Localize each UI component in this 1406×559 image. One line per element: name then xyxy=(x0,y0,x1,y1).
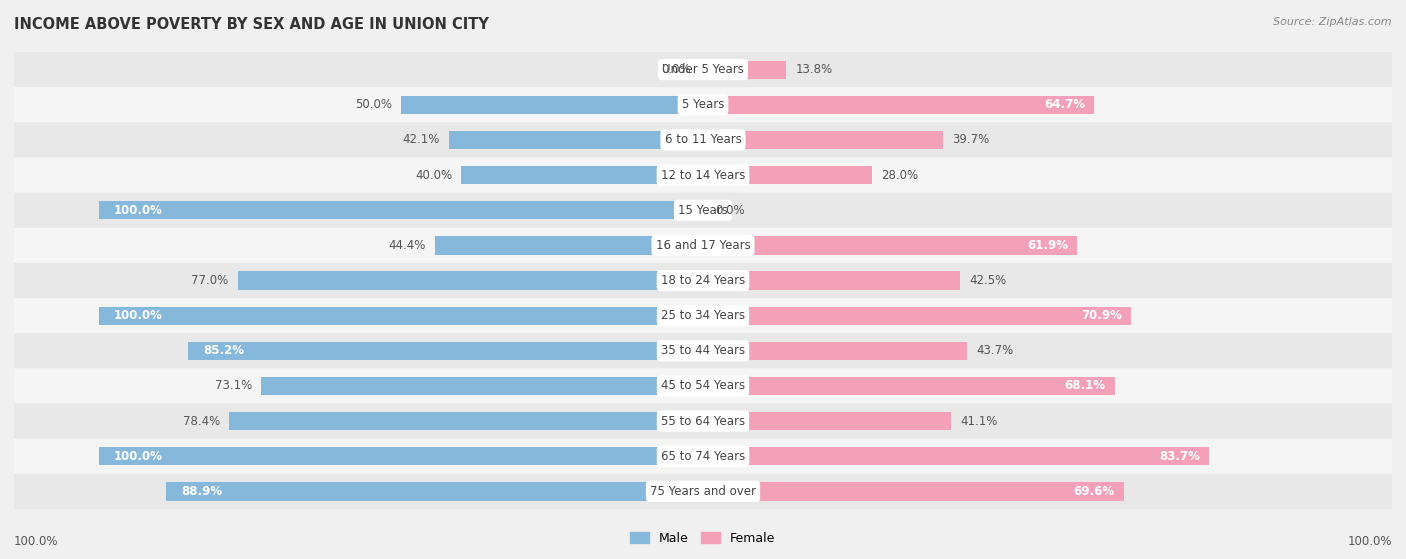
Text: 5 Years: 5 Years xyxy=(682,98,724,111)
Text: 55 to 64 Years: 55 to 64 Years xyxy=(661,415,745,428)
Bar xyxy=(703,447,1209,466)
Bar xyxy=(703,131,943,149)
Text: 40.0%: 40.0% xyxy=(415,169,453,182)
FancyBboxPatch shape xyxy=(8,439,1398,474)
Text: 73.1%: 73.1% xyxy=(215,380,252,392)
Text: Under 5 Years: Under 5 Years xyxy=(662,63,744,76)
Text: Source: ZipAtlas.com: Source: ZipAtlas.com xyxy=(1274,17,1392,27)
Bar xyxy=(98,447,703,466)
Bar xyxy=(434,236,703,254)
Text: 61.9%: 61.9% xyxy=(1026,239,1069,252)
FancyBboxPatch shape xyxy=(8,298,1398,333)
Text: 45 to 54 Years: 45 to 54 Years xyxy=(661,380,745,392)
Text: 50.0%: 50.0% xyxy=(354,98,392,111)
Text: 77.0%: 77.0% xyxy=(191,274,229,287)
Bar xyxy=(188,342,703,360)
Bar xyxy=(703,306,1132,325)
Text: 6 to 11 Years: 6 to 11 Years xyxy=(665,134,741,146)
Text: 16 and 17 Years: 16 and 17 Years xyxy=(655,239,751,252)
Text: 25 to 34 Years: 25 to 34 Years xyxy=(661,309,745,322)
Text: 100.0%: 100.0% xyxy=(14,535,59,548)
Text: 35 to 44 Years: 35 to 44 Years xyxy=(661,344,745,357)
Bar xyxy=(166,482,703,500)
FancyBboxPatch shape xyxy=(8,404,1398,439)
Text: 88.9%: 88.9% xyxy=(181,485,222,498)
Bar xyxy=(703,96,1094,114)
Bar xyxy=(703,412,952,430)
FancyBboxPatch shape xyxy=(8,158,1398,193)
Bar xyxy=(449,131,703,149)
FancyBboxPatch shape xyxy=(8,87,1398,122)
Text: 78.4%: 78.4% xyxy=(183,415,221,428)
Bar xyxy=(262,377,703,395)
Text: 68.1%: 68.1% xyxy=(1064,380,1105,392)
Bar xyxy=(703,342,967,360)
Text: 100.0%: 100.0% xyxy=(1347,535,1392,548)
FancyBboxPatch shape xyxy=(8,474,1398,509)
Text: 28.0%: 28.0% xyxy=(882,169,918,182)
FancyBboxPatch shape xyxy=(8,263,1398,298)
Bar xyxy=(98,306,703,325)
Bar xyxy=(229,412,703,430)
Text: 100.0%: 100.0% xyxy=(114,309,163,322)
Text: 13.8%: 13.8% xyxy=(796,63,832,76)
Text: 65 to 74 Years: 65 to 74 Years xyxy=(661,450,745,463)
FancyBboxPatch shape xyxy=(8,122,1398,158)
Text: 75 Years and over: 75 Years and over xyxy=(650,485,756,498)
Bar xyxy=(238,272,703,290)
Text: 83.7%: 83.7% xyxy=(1159,450,1199,463)
Text: 42.5%: 42.5% xyxy=(969,274,1007,287)
FancyBboxPatch shape xyxy=(8,333,1398,368)
Text: 100.0%: 100.0% xyxy=(114,203,163,217)
FancyBboxPatch shape xyxy=(8,368,1398,404)
Text: 12 to 14 Years: 12 to 14 Years xyxy=(661,169,745,182)
Text: 0.0%: 0.0% xyxy=(661,63,690,76)
Bar xyxy=(461,166,703,184)
Text: 42.1%: 42.1% xyxy=(402,134,440,146)
Text: 44.4%: 44.4% xyxy=(388,239,426,252)
FancyBboxPatch shape xyxy=(8,193,1398,228)
Bar xyxy=(401,96,703,114)
Text: 100.0%: 100.0% xyxy=(114,450,163,463)
Text: INCOME ABOVE POVERTY BY SEX AND AGE IN UNION CITY: INCOME ABOVE POVERTY BY SEX AND AGE IN U… xyxy=(14,17,489,32)
Bar xyxy=(703,377,1115,395)
Text: 41.1%: 41.1% xyxy=(960,415,998,428)
Bar xyxy=(703,272,960,290)
Bar xyxy=(703,166,872,184)
Text: 39.7%: 39.7% xyxy=(952,134,990,146)
Text: 18 to 24 Years: 18 to 24 Years xyxy=(661,274,745,287)
Text: 15 Years: 15 Years xyxy=(678,203,728,217)
Text: 43.7%: 43.7% xyxy=(976,344,1014,357)
Text: 85.2%: 85.2% xyxy=(204,344,245,357)
Text: 69.6%: 69.6% xyxy=(1073,485,1115,498)
Bar xyxy=(703,60,786,79)
Bar xyxy=(703,236,1077,254)
FancyBboxPatch shape xyxy=(8,52,1398,87)
Text: 70.9%: 70.9% xyxy=(1081,309,1122,322)
Text: 0.0%: 0.0% xyxy=(716,203,745,217)
Text: 64.7%: 64.7% xyxy=(1043,98,1085,111)
Bar xyxy=(703,482,1123,500)
Bar xyxy=(98,201,703,219)
Legend: Male, Female: Male, Female xyxy=(626,527,780,550)
FancyBboxPatch shape xyxy=(8,228,1398,263)
